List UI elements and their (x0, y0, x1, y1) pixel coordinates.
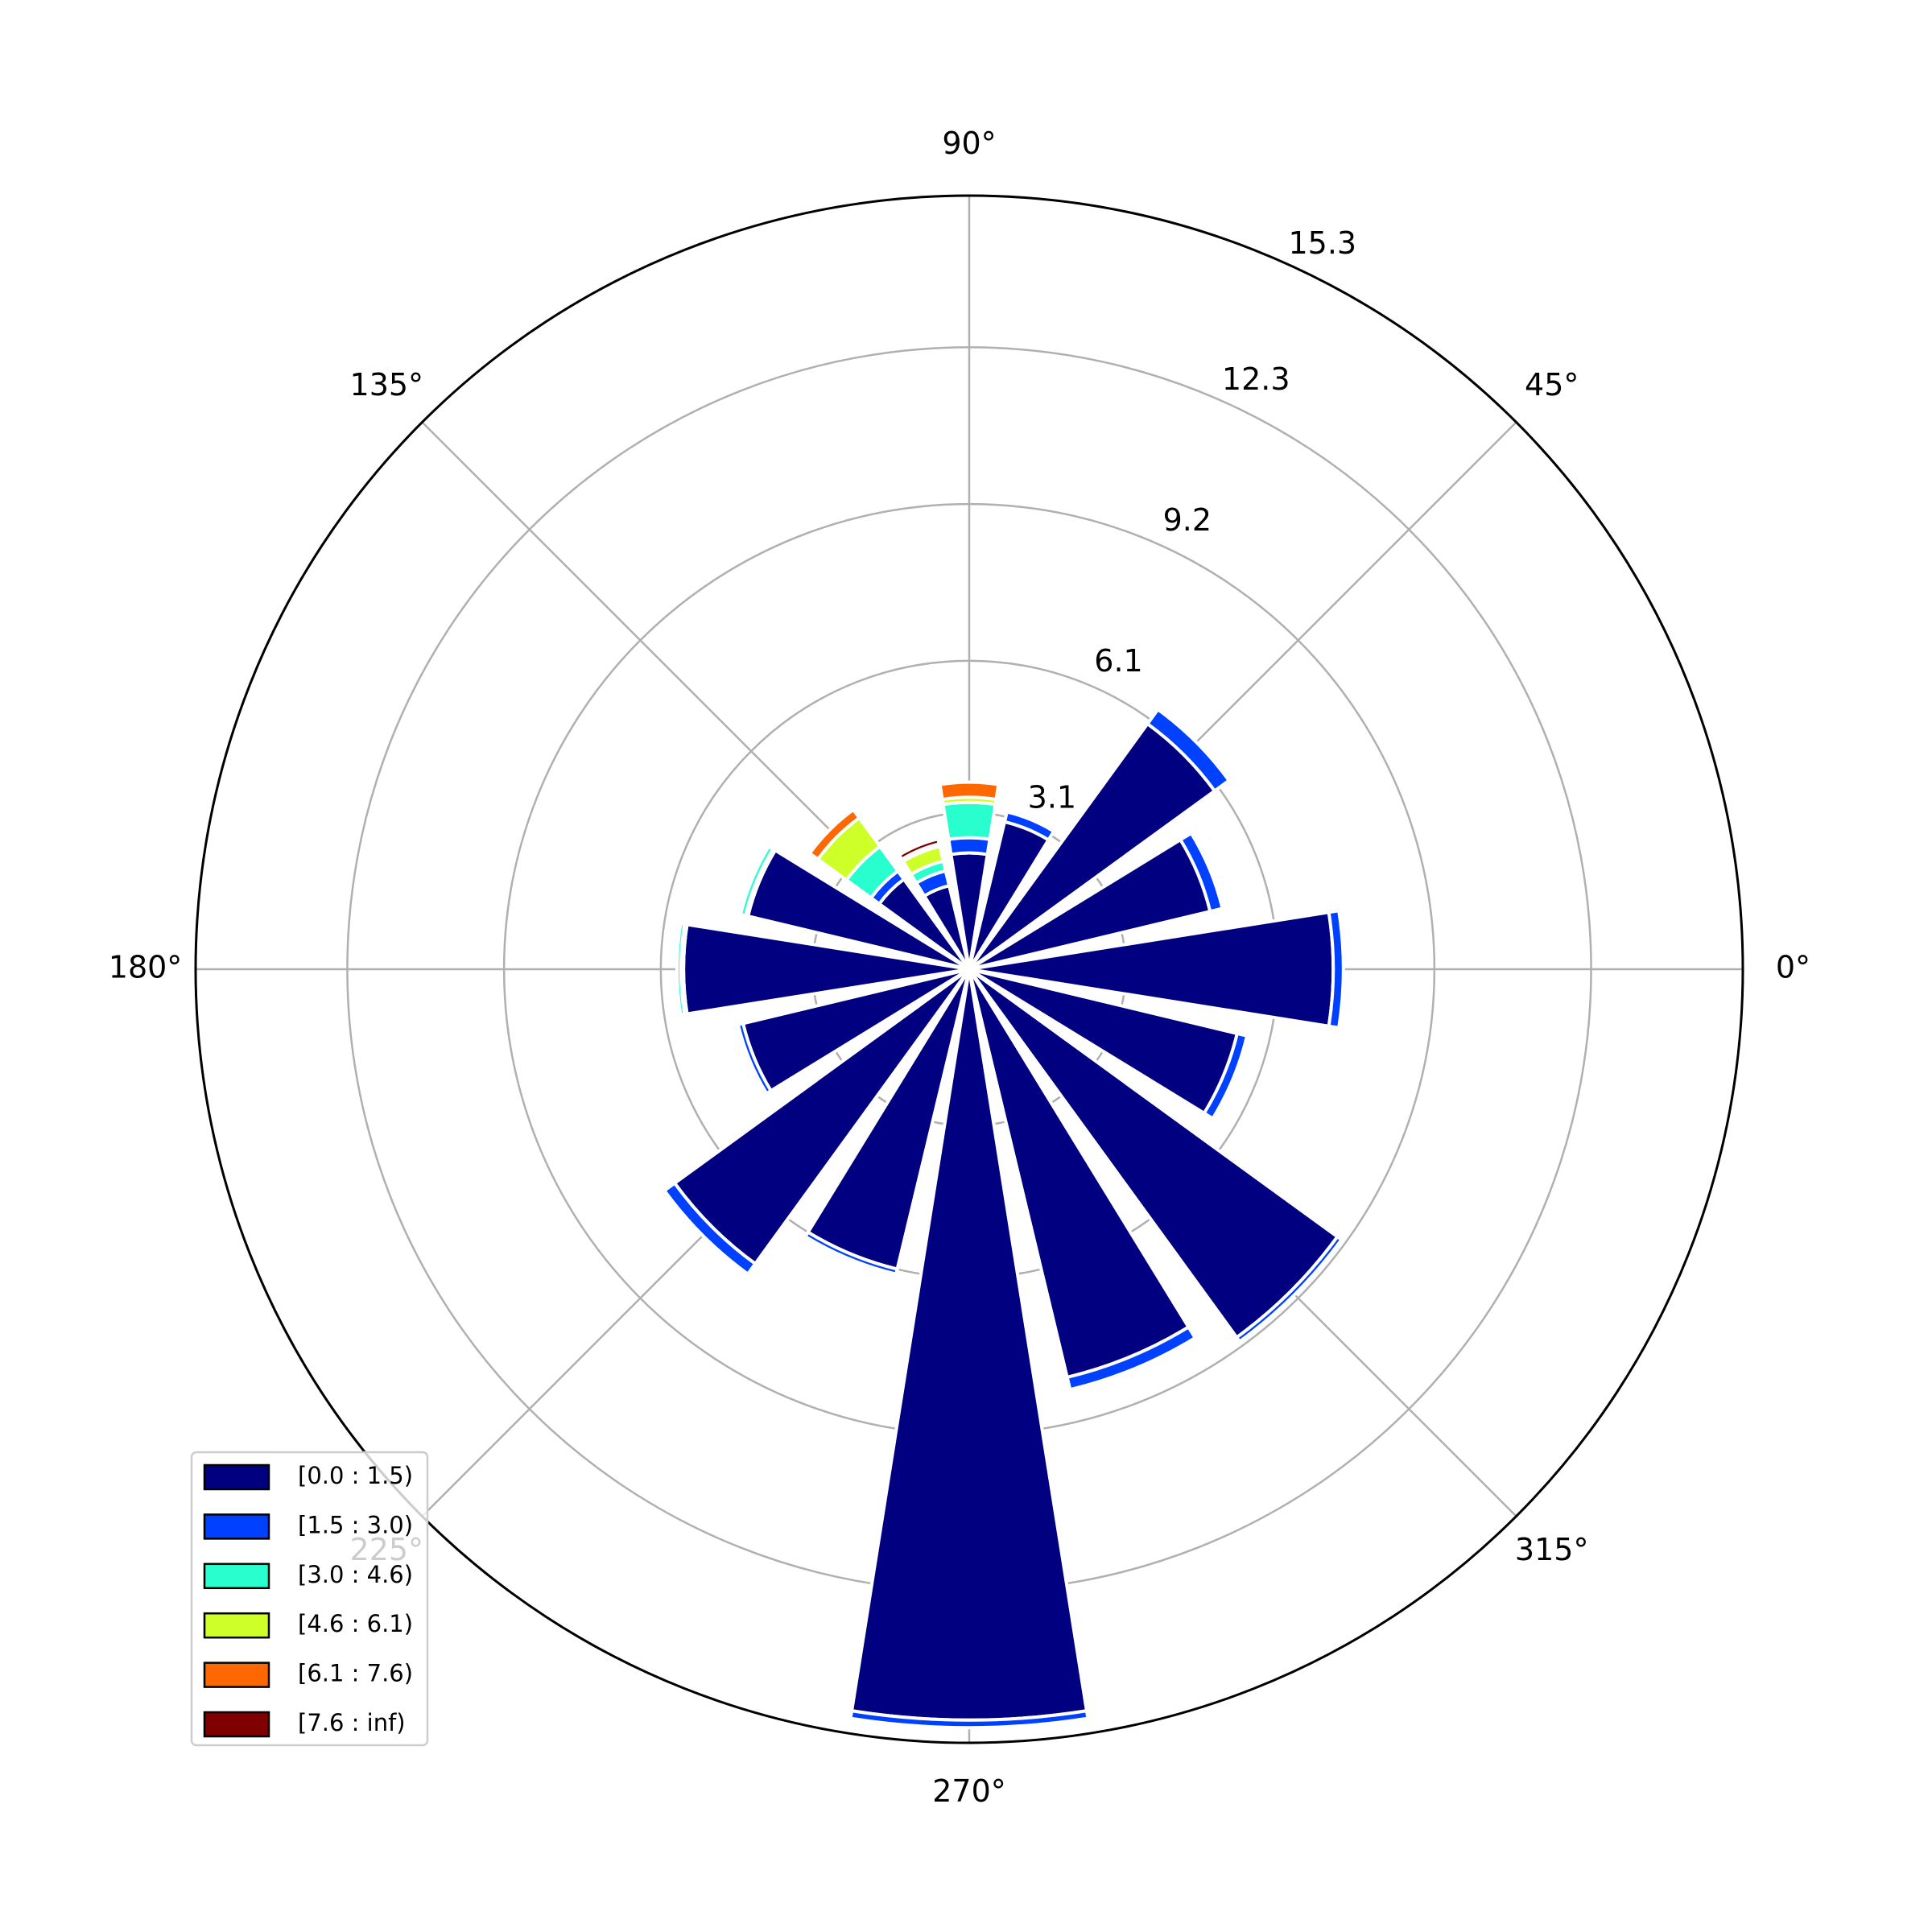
angle-tick-label: 0° (1776, 950, 1810, 985)
bar-segment (662, 1181, 758, 1277)
bar-segment (738, 844, 776, 918)
legend-swatch (203, 1662, 270, 1688)
bar-segment (803, 1229, 899, 1277)
legend-swatch (203, 1463, 270, 1491)
legend-label: [3.0 : 4.6) (298, 1561, 413, 1588)
bar-segment (938, 780, 1001, 802)
legend-swatch (203, 1711, 270, 1738)
bar-segment (1234, 1234, 1344, 1344)
bar-segment (848, 1708, 1090, 1730)
legend-label: [1.5 : 3.0) (298, 1511, 413, 1538)
radial-tick-label: 9.2 (1163, 502, 1212, 538)
legend-label: [7.6 : inf) (298, 1709, 406, 1736)
legend-swatch (203, 1563, 270, 1590)
bar-segment (941, 800, 997, 841)
bar-segment (1202, 1031, 1249, 1121)
legend-label: [6.1 : 7.6) (298, 1660, 413, 1687)
bar-segment (1145, 707, 1232, 794)
legend-swatch (203, 1612, 270, 1639)
bar-segment (1065, 1324, 1198, 1392)
legend-label: [0.0 : 1.5) (298, 1462, 413, 1489)
angle-tick-label: 270° (932, 1773, 1006, 1809)
legend-swatch (203, 1513, 270, 1540)
polar-spine (194, 194, 1744, 1744)
angle-tick-label: 90° (942, 126, 996, 161)
bar-segment (947, 836, 992, 857)
bar-segment (807, 807, 862, 862)
bar-segment (1327, 909, 1345, 1030)
bar-segment (736, 1022, 774, 1096)
angle-tick-label: 135° (350, 367, 424, 402)
radial-tick-label: 3.1 (1028, 780, 1076, 815)
bar-segment (1178, 831, 1224, 914)
radial-tick-label: 6.1 (1094, 643, 1142, 679)
legend-label: [4.6 : 6.1) (298, 1610, 413, 1637)
bar-segment (897, 836, 942, 862)
angle-tick-label: 180° (109, 950, 183, 985)
bar-segment (1002, 810, 1056, 843)
radial-tick-label: 15.3 (1289, 225, 1357, 261)
bar-segment (675, 921, 687, 1018)
angle-tick-label: 45° (1525, 367, 1579, 402)
radial-tick-label: 12.3 (1222, 361, 1290, 397)
angle-tick-label: 315° (1515, 1532, 1589, 1567)
legend-box (190, 1451, 429, 1747)
legend: [0.0 : 1.5) [1.5 : 3.0) [3.0 : 4.6) [4.6 : … (190, 1451, 429, 1747)
